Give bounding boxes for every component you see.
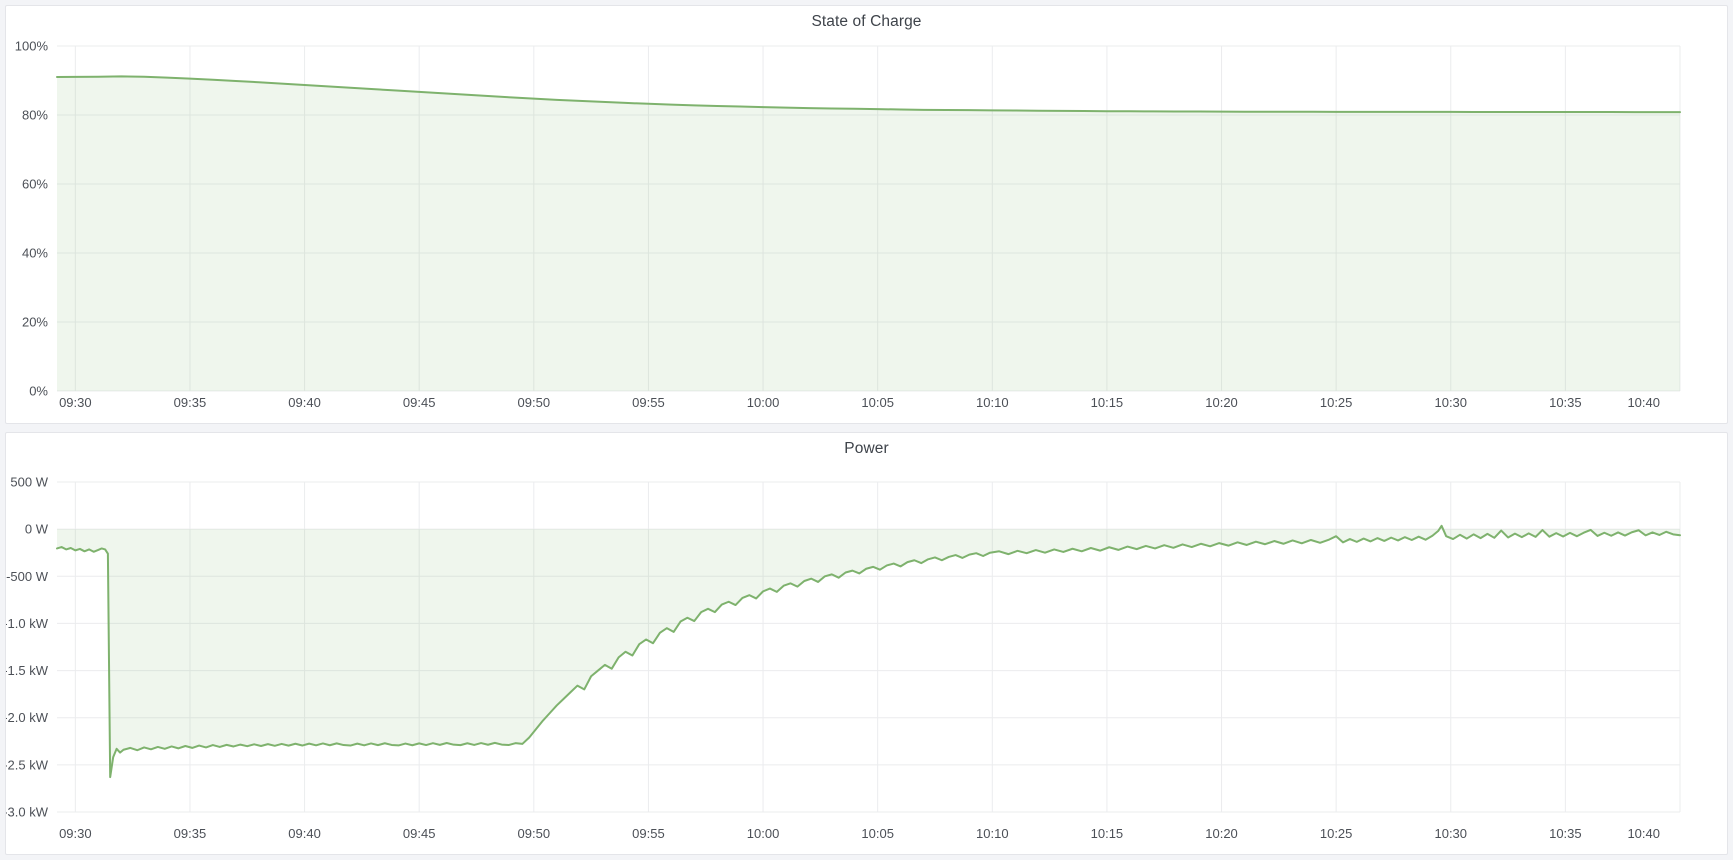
svg-text:-3.0 kW: -3.0 kW (6, 805, 49, 820)
svg-text:09:35: 09:35 (174, 826, 207, 841)
svg-text:10:40: 10:40 (1627, 395, 1660, 410)
panel-title-power[interactable]: Power (844, 440, 889, 457)
svg-text:10:05: 10:05 (861, 395, 894, 410)
svg-text:09:55: 09:55 (632, 826, 665, 841)
svg-text:0 W: 0 W (25, 522, 49, 537)
svg-text:10:00: 10:00 (747, 826, 780, 841)
svg-text:10:15: 10:15 (1091, 395, 1124, 410)
svg-text:-1.5 kW: -1.5 kW (6, 663, 49, 678)
svg-text:10:35: 10:35 (1549, 395, 1582, 410)
y-axis-labels: 500 W 0 W -500 W -1.0 kW -1.5 kW -2.0 kW -2.5 … (6, 475, 49, 820)
svg-text:09:30: 09:30 (59, 826, 92, 841)
svg-text:10:35: 10:35 (1549, 826, 1582, 841)
svg-text:09:55: 09:55 (632, 395, 665, 410)
svg-text:10:40: 10:40 (1627, 826, 1660, 841)
svg-text:-500 W: -500 W (6, 569, 49, 584)
x-axis-labels: 09:30 09:35 09:40 09:45 09:50 09:55 10:00 10:05… (59, 826, 1660, 841)
series-area (57, 525, 1680, 778)
state-of-charge-chart[interactable]: 100%80%60%40%20%0%09:30 09:35 09:40 09:45 09… (6, 6, 1727, 423)
svg-text:10:25: 10:25 (1320, 395, 1353, 410)
power-chart[interactable]: 500 W 0 W -500 W -1.0 kW -1.5 kW -2.0 kW -2.5 … (6, 433, 1727, 854)
y-axis-labels: 100% 80% 60% 40% 20% 0% (15, 39, 49, 399)
svg-text:10:15: 10:15 (1091, 826, 1124, 841)
svg-text:09:50: 09:50 (518, 395, 551, 410)
panel-state-of-charge: State of Charge 100% 80% 60% 40% 20% 0% 09:30 0… (5, 5, 1728, 424)
svg-text:09:40: 09:40 (288, 395, 321, 410)
svg-text:09:40: 09:40 (288, 826, 321, 841)
svg-text:500 W: 500 W (10, 475, 48, 490)
svg-text:09:45: 09:45 (403, 826, 436, 841)
x-axis-labels: 09:30 09:35 09:40 09:45 09:50 09:55 10:00 10:05… (59, 395, 1660, 410)
svg-text:09:30: 09:30 (59, 395, 92, 410)
panel-power: Power 500 W 0 W -500 W -1.0 kW -1.5 kW -2.0 k… (5, 432, 1728, 855)
grid-lines (57, 481, 1681, 813)
svg-text:0%: 0% (29, 384, 48, 399)
svg-text:10:30: 10:30 (1434, 395, 1467, 410)
svg-text:10:10: 10:10 (976, 395, 1009, 410)
panel-title-state-of-charge[interactable]: State of Charge (811, 13, 922, 30)
svg-text:-2.5 kW: -2.5 kW (6, 757, 49, 772)
svg-text:10:20: 10:20 (1205, 395, 1238, 410)
svg-text:10:05: 10:05 (861, 826, 894, 841)
svg-text:09:45: 09:45 (403, 395, 436, 410)
svg-text:09:50: 09:50 (518, 826, 551, 841)
svg-text:60%: 60% (22, 177, 48, 192)
svg-text:10:25: 10:25 (1320, 826, 1353, 841)
svg-text:-2.0 kW: -2.0 kW (6, 710, 49, 725)
svg-text:40%: 40% (22, 246, 48, 261)
svg-text:100%: 100% (15, 39, 49, 54)
series-line (56, 524, 1681, 779)
svg-text:80%: 80% (22, 108, 48, 123)
svg-text:-1.0 kW: -1.0 kW (6, 616, 49, 631)
svg-text:10:30: 10:30 (1434, 826, 1467, 841)
series-line (56, 75, 1681, 114)
svg-text:09:35: 09:35 (174, 395, 207, 410)
series-area (57, 76, 1680, 392)
svg-text:10:10: 10:10 (976, 826, 1009, 841)
svg-text:10:20: 10:20 (1205, 826, 1238, 841)
svg-text:10:00: 10:00 (747, 395, 780, 410)
svg-text:20%: 20% (22, 315, 48, 330)
